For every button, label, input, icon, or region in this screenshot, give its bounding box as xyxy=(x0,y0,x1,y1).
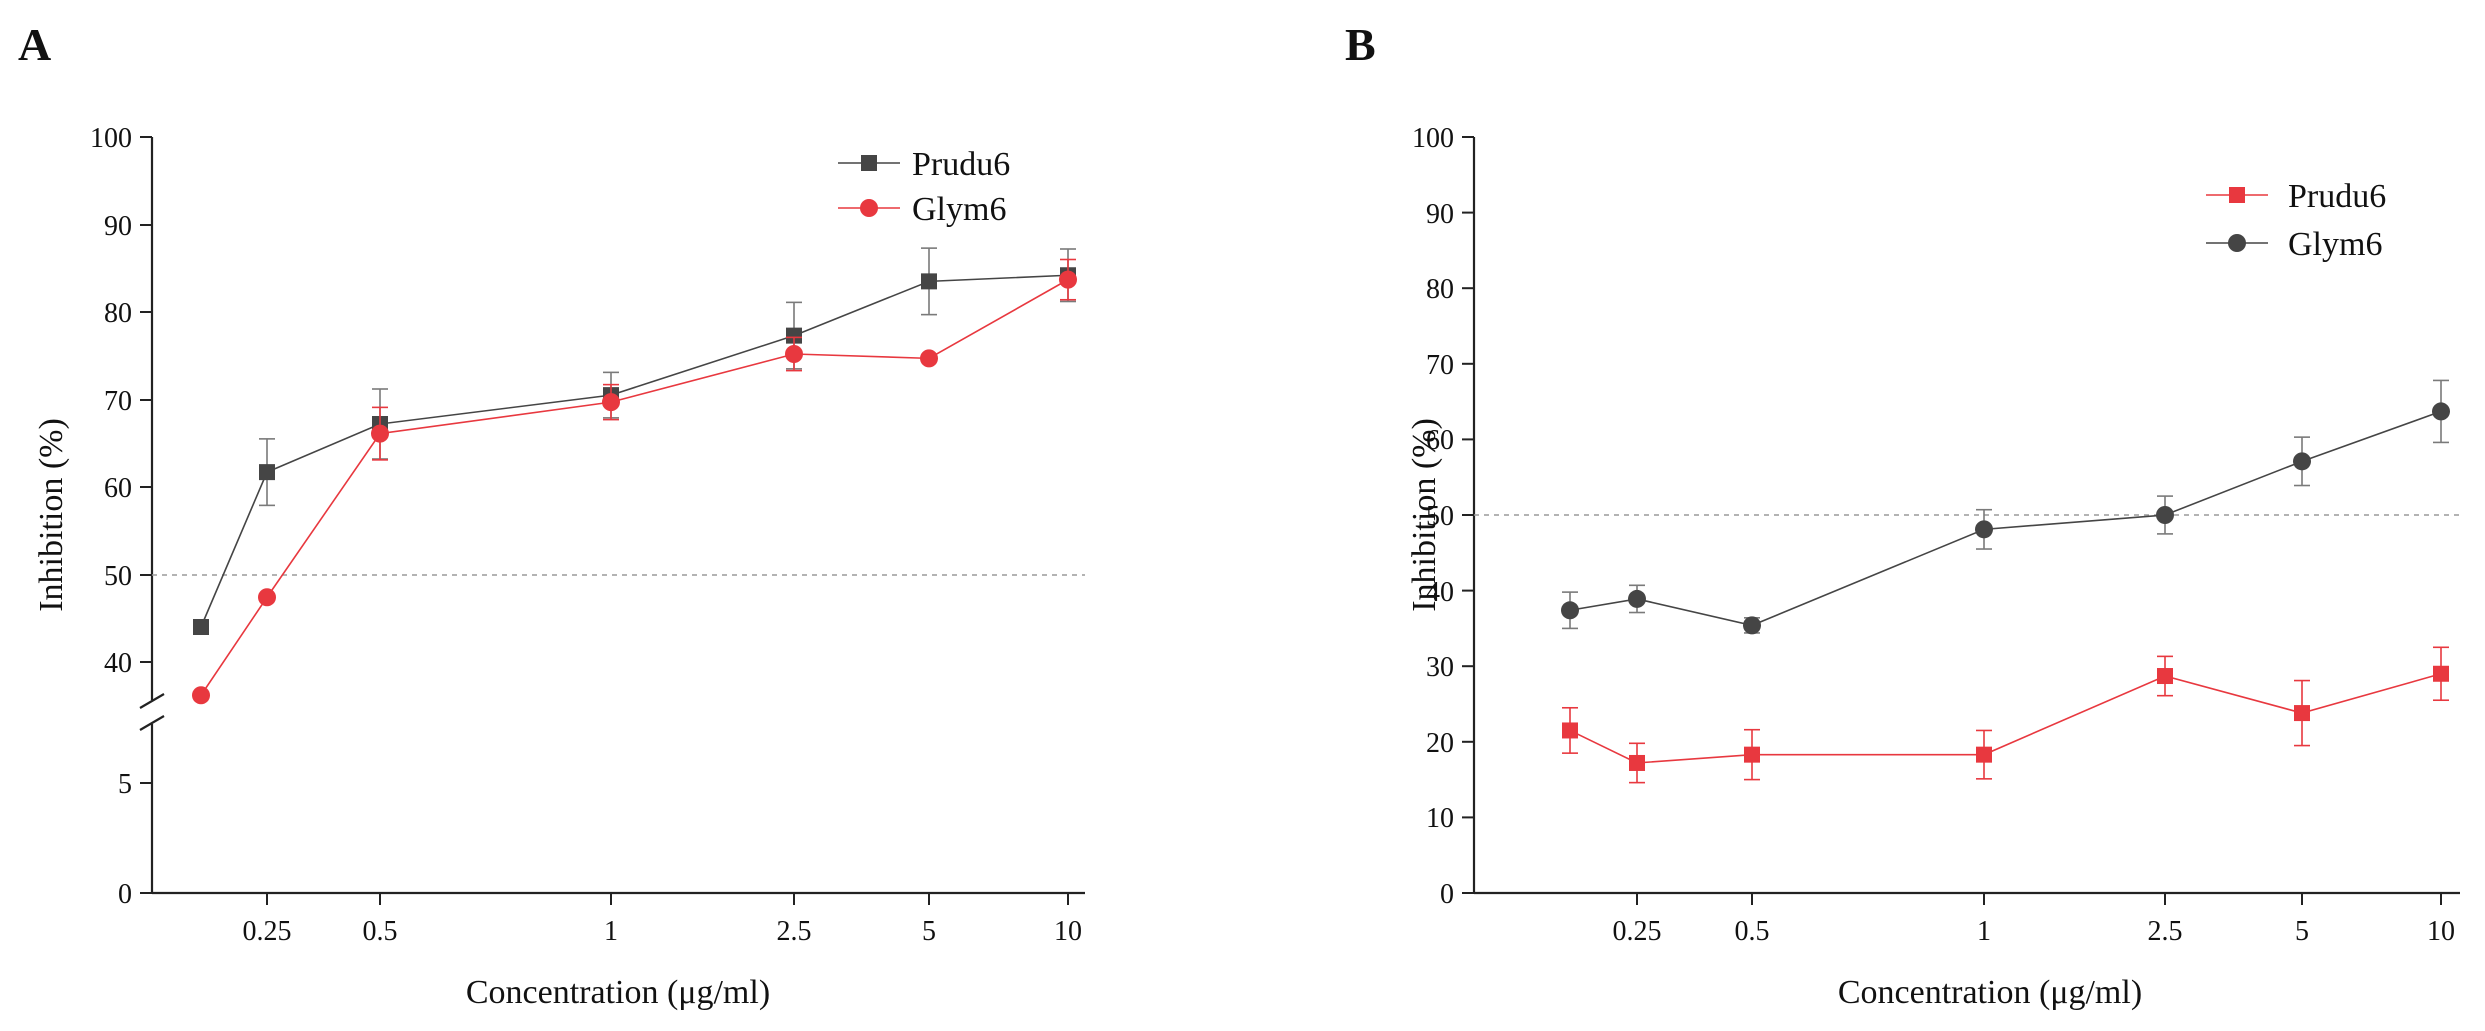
panel-b-y-tick-label: 30 xyxy=(1426,652,1454,683)
panel-a-axis-break-mark xyxy=(139,715,165,731)
panel-b-series-line-glym6 xyxy=(1569,410,2442,627)
panel-b-letter: B xyxy=(1345,19,1376,70)
panel-b-data-point-prudu6 xyxy=(1744,746,1760,763)
panel-b-x-tick-label: 0.25 xyxy=(1613,916,1662,947)
panel-b-y-tick-label: 20 xyxy=(1426,728,1454,759)
panel-b-data-point-glym6 xyxy=(1743,616,1761,635)
panel-b-data-point-prudu6 xyxy=(2294,705,2310,722)
panel-a-x-tick-group: 0.25 0.5 1 2.5 5 10 xyxy=(243,893,1082,947)
panel-b-x-tick-label: 0.5 xyxy=(1735,916,1770,947)
panel-b-legend-marker-prudu6 xyxy=(2229,187,2245,203)
panel-b-data-point-glym6 xyxy=(1975,520,1993,539)
panel-b-y-tick-label: 80 xyxy=(1426,274,1454,305)
panel-a-y-tick-label: 70 xyxy=(104,386,132,417)
panel-a-y-tick-label: 40 xyxy=(104,648,132,679)
panel-b-y-tick-label: 70 xyxy=(1426,350,1454,381)
panel-b-y-tick-label: 60 xyxy=(1426,425,1454,456)
panel-a-data-point-glym6 xyxy=(371,424,389,443)
panel-a-y-tick-label: 100 xyxy=(90,123,132,154)
panel-a-legend: Prudu6 Glym6 xyxy=(838,146,1010,228)
panel-a-data-point-glym6 xyxy=(258,588,276,607)
panel-b-y-tick-label: 100 xyxy=(1412,123,1454,154)
panel-a-data-point-glym6 xyxy=(785,345,803,363)
panel-a-letter: A xyxy=(18,19,51,70)
panel-b-legend: Prudu6 Glym6 xyxy=(2206,178,2386,263)
panel-b-x-tick-group: 0.25 0.5 1 2.5 5 10 xyxy=(1613,893,2455,947)
panel-a-legend-label-glym6: Glym6 xyxy=(912,191,1006,228)
panel-a-y-tick-group: 100 90 80 70 60 50 40 5 0 xyxy=(90,123,152,910)
panel-a-data-marks xyxy=(192,247,1077,705)
panel-b-y-tick-group: 0 10 20 30 40 50 60 70 80 90 100 xyxy=(1412,123,1474,910)
panel-a-data-point-prudu6 xyxy=(259,464,275,481)
panel-a-x-tick-label: 10 xyxy=(1054,916,1082,947)
panel-a-y-tick-label: 60 xyxy=(104,473,132,504)
panel-a-y-tick-label: 90 xyxy=(104,211,132,242)
panel-b-x-tick-label: 2.5 xyxy=(2148,916,2183,947)
panel-a-axis-break-mark xyxy=(139,693,165,709)
panel-a-data-point-glym6 xyxy=(920,349,938,368)
panel-a-legend-marker-prudu6 xyxy=(861,155,877,171)
panel-a-data-point-prudu6 xyxy=(193,619,209,635)
panel-a-chart: A 100 90 80 70 60 50 40 5 0 xyxy=(18,19,1085,1011)
panel-a-x-tick-label: 0.25 xyxy=(243,916,292,947)
panel-b-data-marks xyxy=(1561,379,2450,784)
panel-a-y-tick-label: 50 xyxy=(104,561,132,592)
panel-b-y-tick-label: 0 xyxy=(1440,879,1454,910)
panel-a-x-tick-label: 5 xyxy=(922,916,936,947)
panel-b-legend-marker-glym6 xyxy=(2228,234,2246,252)
panel-b-x-axis-title: Concentration (μg/ml) xyxy=(1838,974,2142,1011)
panel-b-y-axis-title: Inhibition (%) xyxy=(1406,418,1443,612)
panel-b-y-tick-label: 10 xyxy=(1426,803,1454,834)
panel-b-data-point-glym6 xyxy=(1561,601,1579,620)
panel-a-data-point-glym6 xyxy=(192,686,210,705)
panel-b-data-point-prudu6 xyxy=(1562,722,1578,739)
panel-a-y-tick-label: 80 xyxy=(104,298,132,329)
panel-a-data-point-glym6 xyxy=(602,393,620,412)
panel-b-data-point-prudu6 xyxy=(2157,668,2173,685)
panel-a-x-tick-label: 1 xyxy=(604,916,618,947)
panel-b-x-tick-label: 5 xyxy=(2295,916,2309,947)
panel-b-data-point-glym6 xyxy=(2293,452,2311,471)
panel-a-x-tick-label: 2.5 xyxy=(777,916,812,947)
panel-b-data-point-glym6 xyxy=(2156,506,2174,524)
panel-a-legend-marker-glym6 xyxy=(860,199,878,217)
panel-a-data-point-prudu6 xyxy=(921,273,937,290)
panel-b-y-tick-label: 90 xyxy=(1426,199,1454,230)
panel-b-legend-label-prudu6: Prudu6 xyxy=(2288,178,2386,215)
panel-b-legend-label-glym6: Glym6 xyxy=(2288,226,2382,263)
panel-b-data-point-glym6 xyxy=(2432,402,2450,421)
panel-b-data-point-glym6 xyxy=(1628,589,1646,608)
panel-a-y-tick-label: 0 xyxy=(118,879,132,910)
panel-b-x-tick-label: 10 xyxy=(2427,916,2455,947)
panel-a-data-point-glym6 xyxy=(1059,270,1077,289)
panel-b-x-tick-label: 1 xyxy=(1977,916,1991,947)
panel-b-data-point-prudu6 xyxy=(1976,746,1992,763)
panel-a-legend-label-prudu6: Prudu6 xyxy=(912,146,1010,183)
panel-a-x-axis-title: Concentration (μg/ml) xyxy=(466,974,770,1011)
panel-a-data-point-prudu6 xyxy=(786,327,802,344)
panel-b-data-point-prudu6 xyxy=(2433,665,2449,682)
panel-b-series-line-prudu6 xyxy=(1569,672,2442,764)
panel-b-y-tick-label: 40 xyxy=(1426,577,1454,608)
panel-a-y-tick-label: 5 xyxy=(118,769,132,800)
panel-a-series-line-glym6 xyxy=(200,278,1069,696)
panel-a-x-tick-label: 0.5 xyxy=(363,916,398,947)
panel-a-y-axis-title: Inhibition (%) xyxy=(33,418,70,612)
panel-b-chart: B 0 10 20 30 40 50 60 70 80 90 100 xyxy=(1345,19,2460,1011)
panel-b-data-point-prudu6 xyxy=(1629,754,1645,771)
panel-b-y-tick-label: 50 xyxy=(1426,501,1454,532)
